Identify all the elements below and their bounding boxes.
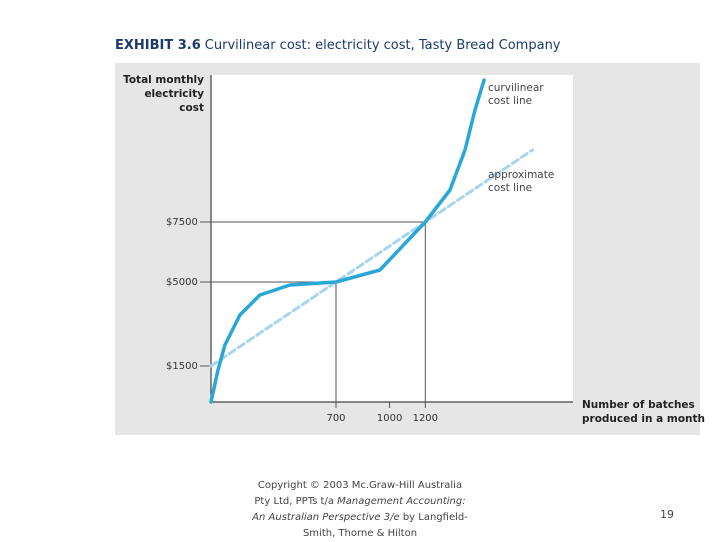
y-label-line: electricity cost	[144, 88, 204, 114]
y-tick-label: $1500	[166, 361, 198, 372]
y-axis-label: Total monthly electricity cost	[122, 73, 204, 115]
title-text: Curvilinear cost: electricity cost, Tast…	[204, 38, 561, 53]
x-axis-label: Number of batches produced in a month	[582, 398, 705, 426]
x-label-line: Number of batches	[582, 399, 695, 411]
footer-text: by Langfield-Smith, Thorne & Hilton	[302, 512, 468, 539]
x-label-line: produced in a month	[582, 413, 706, 425]
series-line	[209, 148, 534, 368]
x-tick-label: 1200	[413, 413, 438, 424]
y-tick-label: $7500	[166, 217, 198, 228]
y-label-line: Total monthly	[123, 74, 204, 86]
exhibit: EXHIBIT 3.6	[115, 38, 201, 53]
footer: Copyright © 2003 Mc.Graw-Hill Australia …	[250, 478, 470, 542]
series-label: approximate cost line	[488, 169, 555, 194]
series-line	[209, 78, 486, 404]
chart-title: EXHIBIT 3.6 Curvilinear cost: electricity…	[115, 38, 561, 53]
y-tick-label: $5000	[166, 277, 198, 288]
x-tick-label: 1000	[377, 413, 402, 424]
footer-text: Management Accounting: An Australian Per…	[252, 496, 466, 523]
x-tick-label: 700	[326, 413, 345, 424]
page-number: 19	[660, 508, 674, 521]
series-label: curvilinear cost line	[488, 82, 544, 107]
plot-area	[211, 75, 573, 402]
footer-text: Copyright © 2003 Mc.Graw-Hill Australia …	[254, 480, 463, 507]
